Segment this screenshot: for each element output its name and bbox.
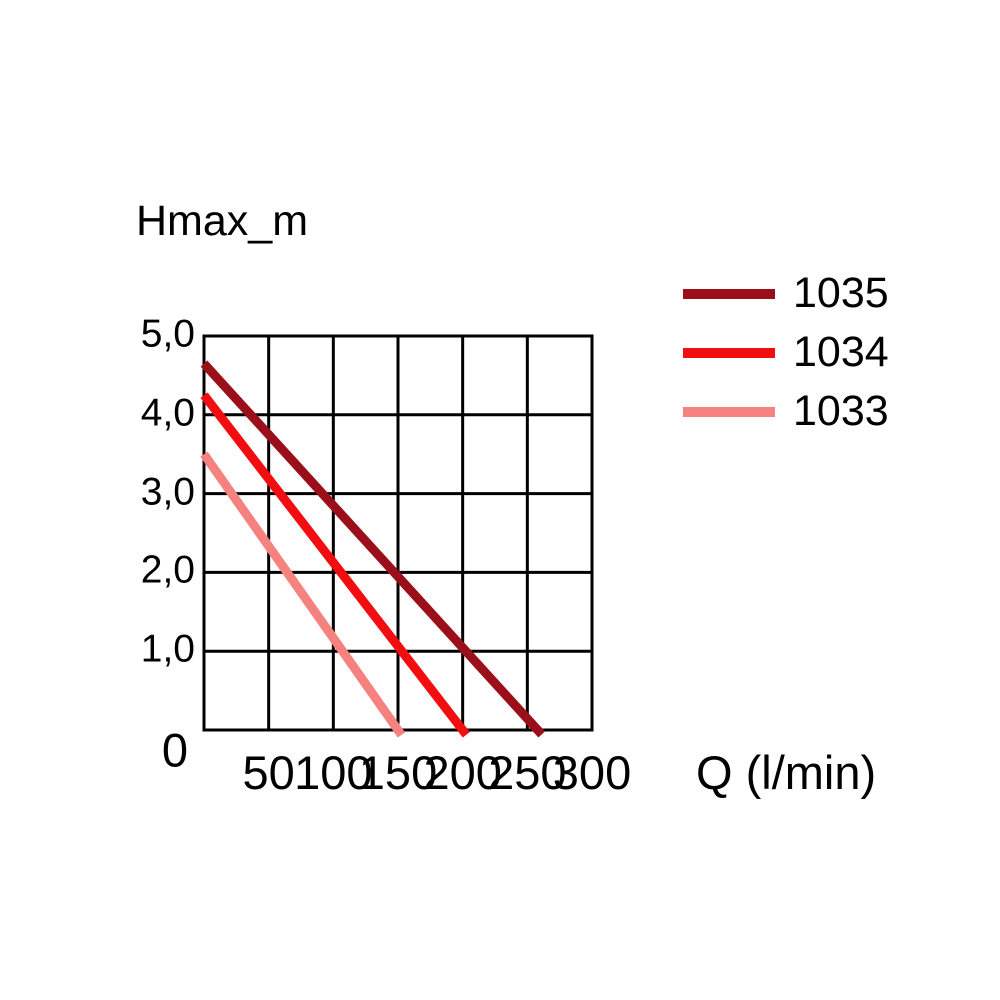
x-tick-label-200: 200 <box>423 746 502 799</box>
y-tick-label-1: 1,0 <box>140 627 195 671</box>
y-axis-title: Hmax_m <box>136 197 309 245</box>
x-tick-label-300: 300 <box>552 746 632 799</box>
legend-item-1034: 1034 <box>683 323 889 382</box>
y-tick-label-2: 2,0 <box>140 548 195 592</box>
legend-label-1033: 1033 <box>793 387 889 435</box>
curve-1034 <box>200 392 470 738</box>
curve-1035 <box>200 360 546 738</box>
x-tick-label-150: 150 <box>358 746 438 799</box>
curve-1033 <box>200 451 406 738</box>
x-tick-label-100: 100 <box>294 746 373 799</box>
x-tick-label-50: 50 <box>242 746 295 799</box>
y-tick-label-4: 4,0 <box>140 391 195 435</box>
legend: 1035 1034 1033 <box>683 264 889 441</box>
y-tick-label-5: 5,0 <box>140 312 195 356</box>
legend-label-1035: 1035 <box>793 269 889 317</box>
x-tick-label-250: 250 <box>488 746 567 799</box>
legend-label-1034: 1034 <box>793 328 889 376</box>
x-axis-title: Q (l/min) <box>696 746 877 799</box>
y-tick-label-0: 0 <box>161 723 188 777</box>
legend-swatch-1034 <box>683 347 775 358</box>
legend-swatch-1035 <box>683 288 775 299</box>
legend-item-1033: 1033 <box>683 382 889 441</box>
y-tick-label-3: 3,0 <box>140 470 195 514</box>
legend-item-1035: 1035 <box>683 264 889 323</box>
legend-swatch-1033 <box>683 406 775 417</box>
